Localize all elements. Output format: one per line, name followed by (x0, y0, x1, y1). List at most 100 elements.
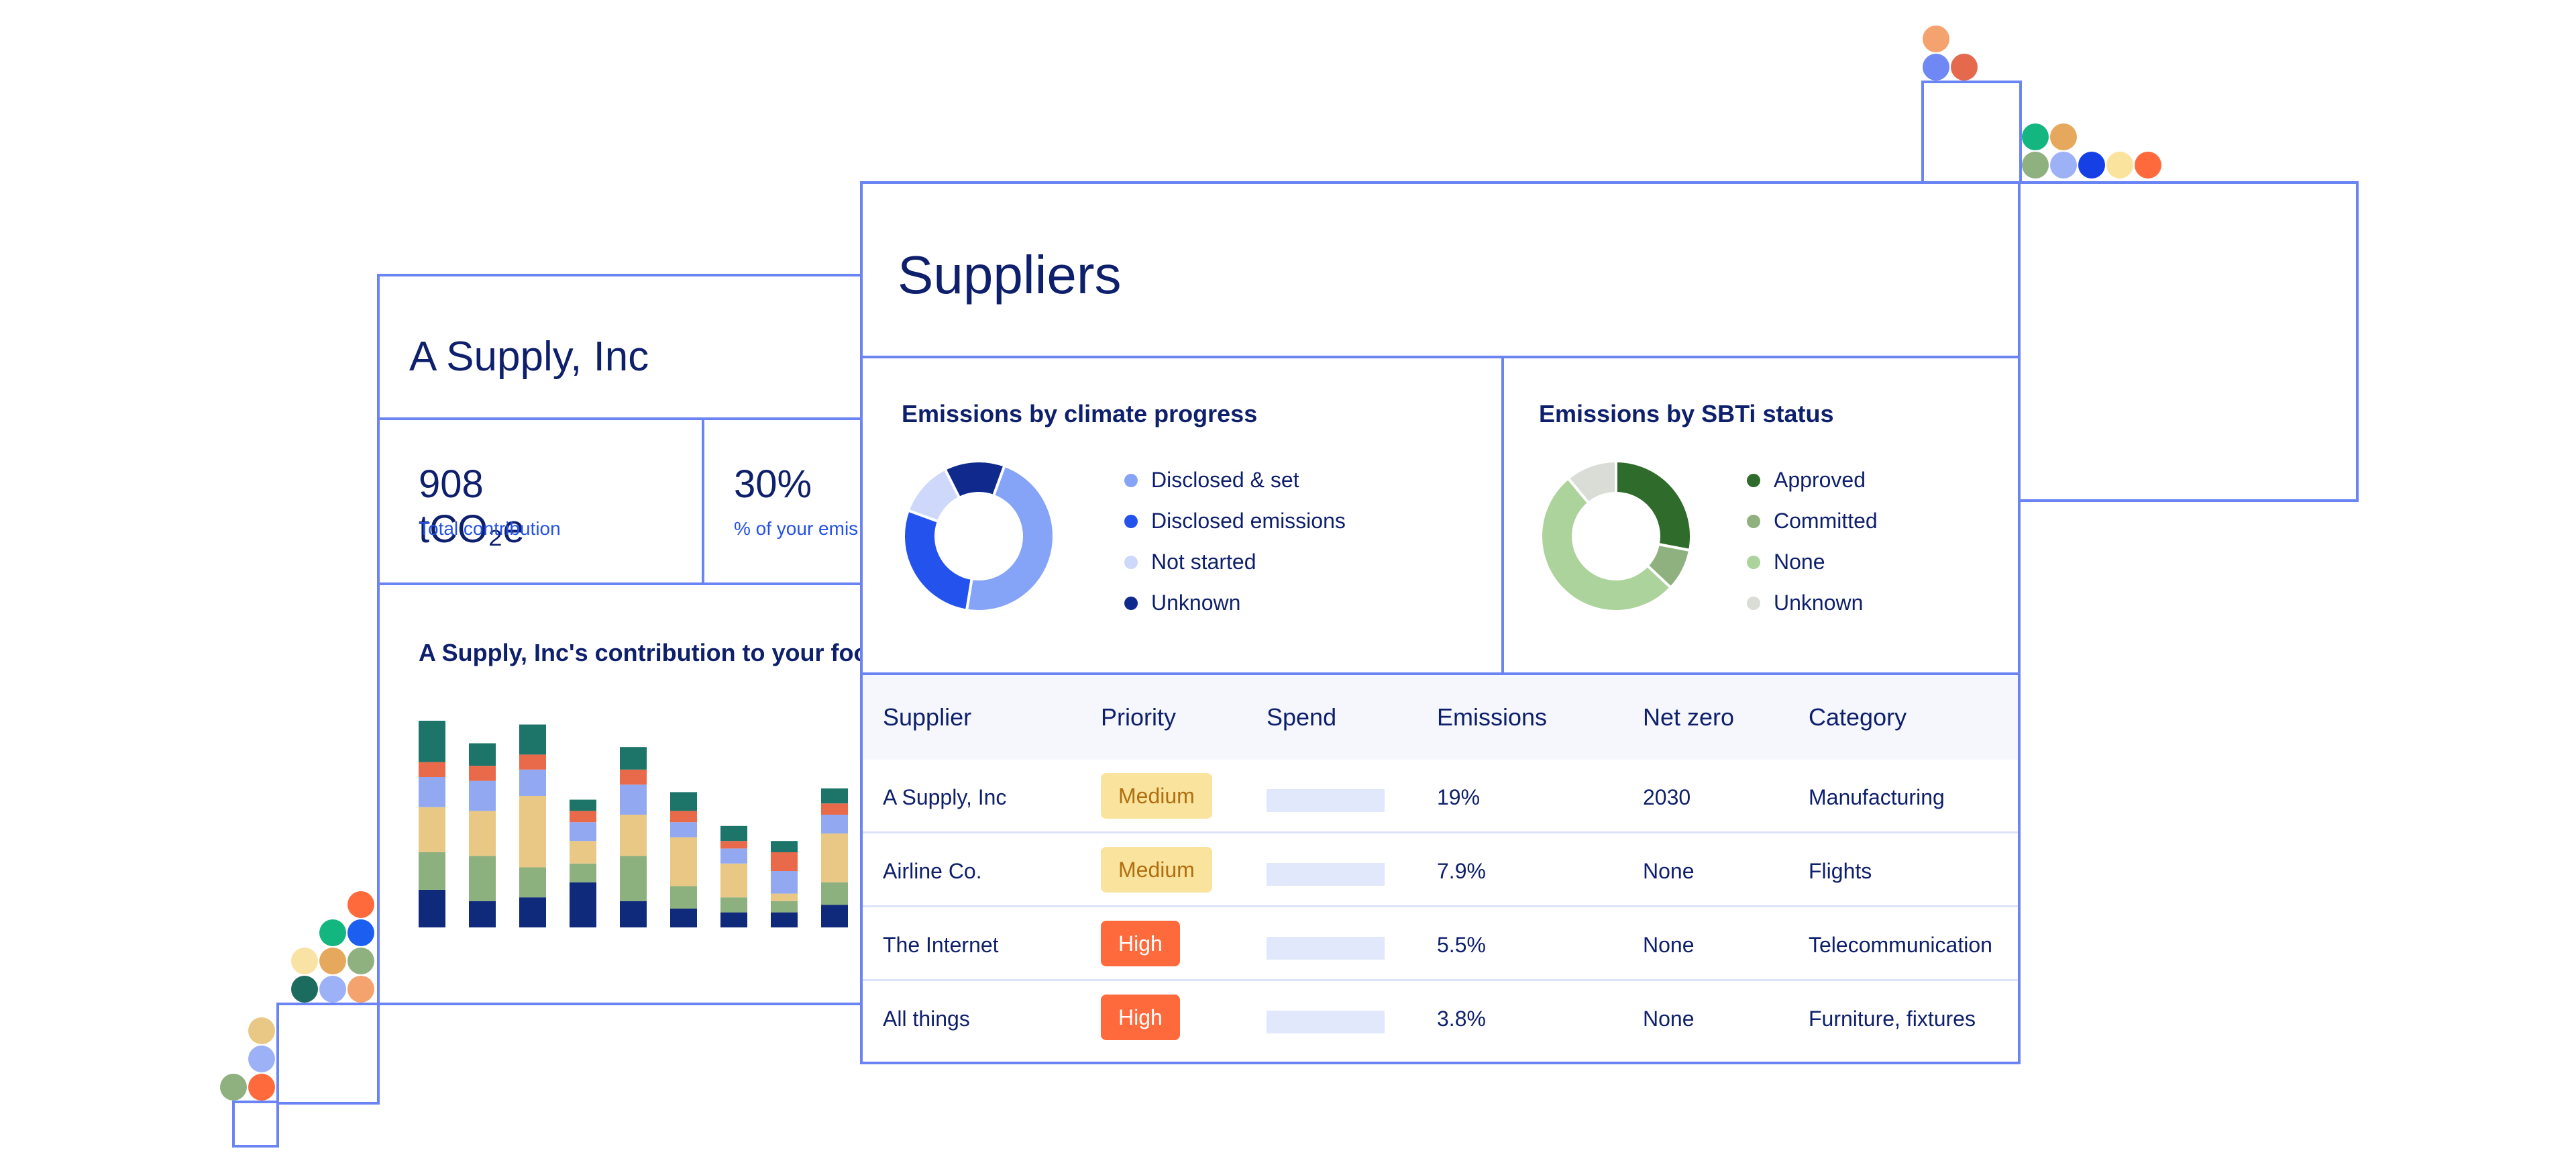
bar-segment (720, 912, 747, 927)
column-header-emissions[interactable]: Emissions (1437, 703, 1548, 731)
bar-segment (419, 721, 445, 762)
donut-slice-approved[interactable] (1615, 459, 1693, 552)
cell-category: Furniture, fixtures (1809, 1007, 1976, 1031)
bar-segment (670, 792, 697, 811)
legend-item[interactable]: Approved (1747, 466, 1878, 507)
sbti-status-donut (1540, 459, 1693, 613)
column-header-net-zero[interactable]: Net zero (1643, 703, 1735, 731)
table-row[interactable]: All things High 3.8% None Furniture, fix… (863, 981, 2018, 1055)
legend-label: Unknown (1151, 591, 1241, 615)
bar-segment (670, 886, 697, 909)
cell-supplier: Airline Co. (883, 859, 982, 883)
bar-segment (519, 724, 546, 755)
suppliers-card: Suppliers Emissions by climate progress … (860, 181, 2021, 1064)
bar-segment (570, 882, 596, 927)
table-row[interactable]: A Supply, Inc Medium 19% 2030 Manufactur… (863, 760, 2018, 833)
bar-segment (469, 856, 496, 901)
donut-slice-unknown[interactable] (943, 460, 1006, 500)
priority-badge: Medium (1101, 847, 1212, 893)
emissions-charts-row: Emissions by climate progress Disclosed … (863, 356, 2018, 675)
column-header-supplier[interactable]: Supplier (883, 703, 972, 731)
climate-progress-panel: Emissions by climate progress Disclosed … (863, 358, 1504, 672)
climate-progress-title: Emissions by climate progress (902, 400, 1258, 427)
bar-segment (620, 784, 647, 815)
cell-emissions: 3.8% (1437, 1007, 1486, 1031)
stat-label: Total contribution (419, 518, 561, 539)
donut-slice-unknown[interactable] (1566, 459, 1617, 505)
climate-progress-donut (902, 460, 1055, 613)
cell-category: Manufacturing (1809, 785, 1945, 809)
bar-segment (670, 822, 697, 837)
legend-item[interactable]: Unknown (1747, 589, 1878, 629)
bar-segment (419, 777, 445, 807)
column-header-spend[interactable]: Spend (1267, 703, 1337, 731)
cell-supplier: The Internet (883, 933, 999, 957)
cell-emissions: 19% (1437, 785, 1481, 809)
legend-item[interactable]: Committed (1747, 507, 1878, 548)
legend-label: Approved (1774, 468, 1866, 492)
priority-badge: Medium (1101, 773, 1212, 819)
legend-swatch (1124, 597, 1138, 610)
climate-progress-legend: Disclosed & set Disclosed emissions Not … (1124, 466, 1346, 629)
stat-percent-emissions: 30% % of your emis (702, 420, 858, 582)
legend-item[interactable]: None (1747, 548, 1878, 589)
decorative-frame (276, 1003, 380, 1105)
bar-segment (469, 743, 496, 766)
bar-segment (570, 841, 596, 864)
cell-category: Flights (1809, 859, 1872, 883)
stat-value: 908 tCO₂e (419, 462, 525, 551)
bar-segment (771, 852, 798, 871)
table-row[interactable]: Airline Co. Medium 7.9% None Flights (863, 833, 2018, 907)
bar-segment (771, 893, 798, 901)
bar-segment (771, 841, 798, 852)
column-header-category[interactable]: Category (1809, 703, 1907, 731)
table-row[interactable]: The Internet High 5.5% None Telecommunic… (863, 907, 2018, 981)
bar-segment (519, 754, 546, 770)
cell-net-zero: None (1643, 933, 1695, 957)
sbti-status-legend: Approved Committed None Unknown (1747, 466, 1878, 629)
cell-net-zero: None (1643, 1007, 1695, 1031)
cell-net-zero: None (1643, 859, 1695, 883)
contribution-chart-title: A Supply, Inc's contribution to your foo… (419, 639, 887, 666)
sbti-status-title: Emissions by SBTi status (1539, 400, 1834, 427)
legend-swatch (1747, 474, 1760, 487)
contribution-bar-chart (419, 721, 848, 927)
priority-badge: High (1101, 921, 1180, 966)
bar-segment (771, 901, 798, 913)
column-header-priority[interactable]: Priority (1101, 703, 1177, 731)
legend-label: Disclosed & set (1151, 468, 1299, 492)
legend-swatch (1747, 597, 1760, 610)
bar-segment (620, 815, 647, 856)
bar-segment (519, 897, 546, 927)
legend-item[interactable]: Unknown (1124, 589, 1346, 629)
legend-item[interactable]: Disclosed & set (1124, 466, 1346, 507)
legend-label: None (1774, 550, 1825, 574)
donut-slice-disclosed-set[interactable] (965, 464, 1055, 613)
bar-segment (570, 822, 596, 842)
legend-swatch (1747, 515, 1760, 528)
donut-slice-disclosed-emissions[interactable] (902, 509, 974, 612)
page-title: Suppliers (898, 245, 1122, 305)
stat-value: 30% (734, 462, 812, 506)
bar-segment (419, 890, 445, 927)
bar-segment (570, 799, 596, 811)
legend-item[interactable]: Disclosed emissions (1124, 507, 1346, 548)
bar-segment (821, 882, 848, 905)
spend-bar (1267, 863, 1385, 886)
bar-segment (670, 909, 697, 927)
bar-segment (771, 912, 798, 927)
donut-slice-none[interactable] (1540, 476, 1673, 613)
spend-bar (1267, 937, 1385, 960)
suppliers-table: Supplier Priority Spend Emissions Net ze… (863, 675, 2018, 1055)
legend-label: Not started (1151, 550, 1256, 574)
bar-segment (469, 901, 496, 927)
bar-segment (720, 848, 747, 864)
bar-segment (771, 871, 798, 894)
spend-bar (1267, 1011, 1385, 1033)
bar-segment (670, 811, 697, 823)
decorative-frame (232, 1101, 279, 1148)
legend-item[interactable]: Not started (1124, 548, 1346, 589)
decorative-frame (1921, 81, 2022, 184)
stat-label: % of your emis (734, 518, 859, 539)
priority-badge: High (1101, 995, 1180, 1040)
